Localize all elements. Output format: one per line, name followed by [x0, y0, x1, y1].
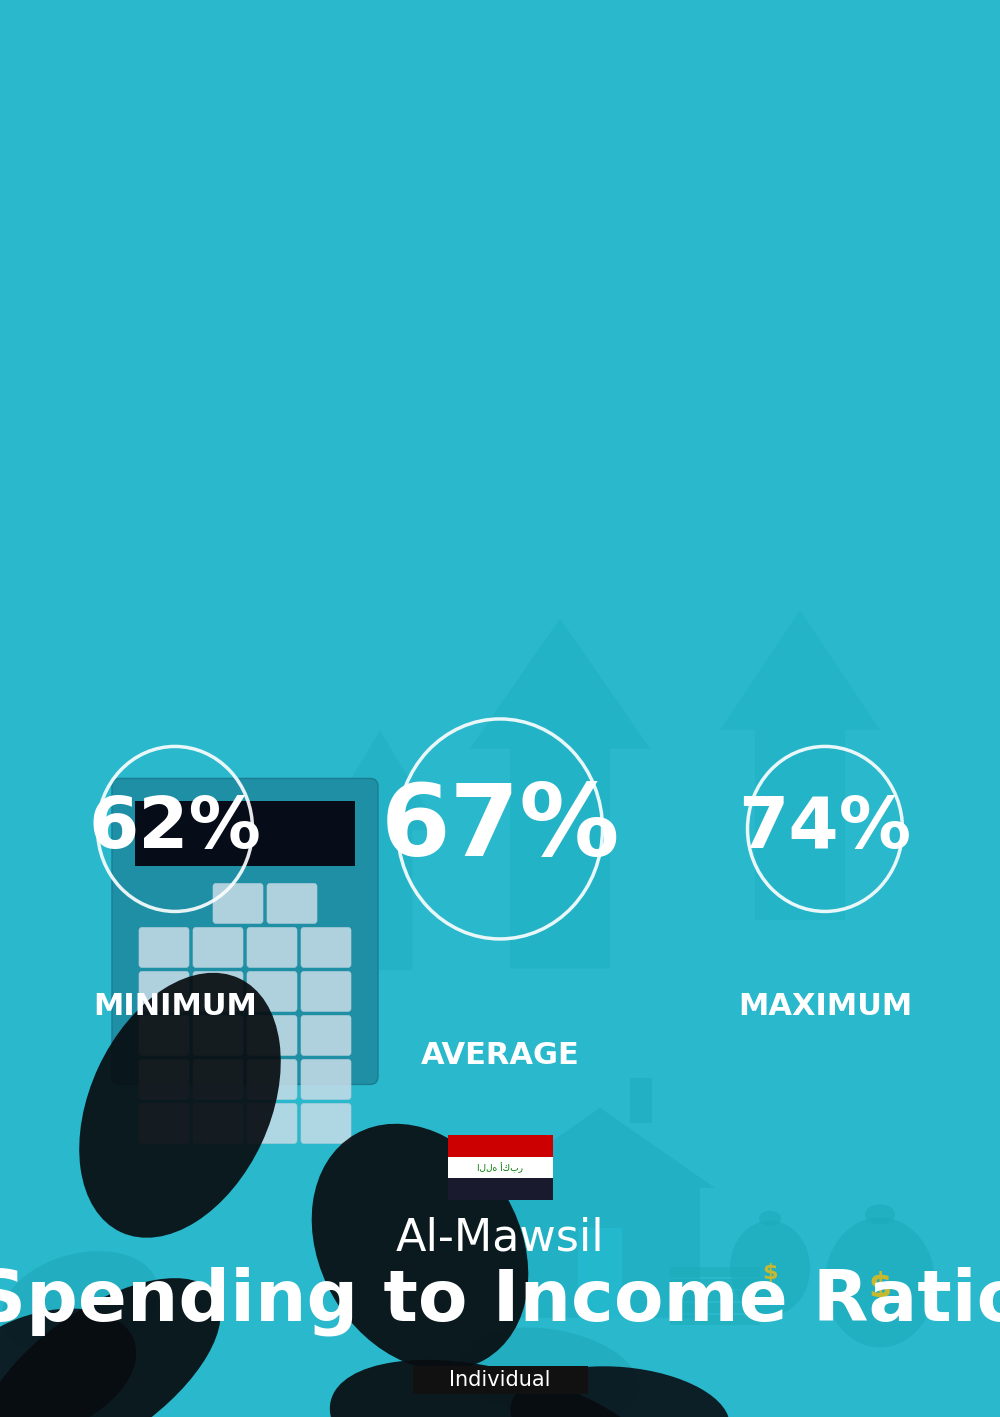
Bar: [670, 1315, 760, 1325]
Ellipse shape: [79, 973, 281, 1237]
FancyBboxPatch shape: [247, 928, 297, 968]
Bar: [448, 1179, 552, 1200]
Bar: [603, 1233, 613, 1312]
Bar: [448, 1156, 552, 1179]
FancyBboxPatch shape: [247, 1104, 297, 1144]
Ellipse shape: [825, 1217, 935, 1348]
Ellipse shape: [312, 1124, 528, 1370]
Ellipse shape: [0, 1308, 136, 1417]
Text: Spending to Income Ratio: Spending to Income Ratio: [0, 1265, 1000, 1336]
Text: Al-Mawsil: Al-Mawsil: [396, 1217, 604, 1260]
FancyBboxPatch shape: [193, 1104, 243, 1144]
Polygon shape: [470, 618, 650, 969]
FancyBboxPatch shape: [139, 972, 189, 1012]
FancyBboxPatch shape: [193, 928, 243, 968]
FancyBboxPatch shape: [301, 972, 351, 1012]
Polygon shape: [485, 1108, 715, 1187]
Bar: [135, 802, 355, 866]
Text: MINIMUM: MINIMUM: [93, 992, 257, 1020]
Bar: [630, 1078, 652, 1122]
Text: الله أكبر: الله أكبر: [477, 1162, 523, 1173]
FancyBboxPatch shape: [301, 1060, 351, 1100]
FancyBboxPatch shape: [301, 1016, 351, 1056]
Ellipse shape: [2, 1251, 158, 1356]
Bar: [500, 1187, 700, 1318]
FancyBboxPatch shape: [267, 883, 317, 924]
Bar: [670, 1302, 760, 1314]
Bar: [670, 1267, 760, 1277]
FancyBboxPatch shape: [112, 778, 378, 1084]
FancyBboxPatch shape: [247, 1060, 297, 1100]
Bar: [578, 1227, 622, 1318]
FancyBboxPatch shape: [139, 928, 189, 968]
Bar: [670, 1291, 760, 1301]
Ellipse shape: [0, 1278, 221, 1417]
Text: 62%: 62%: [89, 795, 261, 863]
FancyBboxPatch shape: [247, 1016, 297, 1056]
Bar: [448, 1135, 552, 1156]
Text: $: $: [868, 1271, 892, 1304]
Text: 74%: 74%: [738, 795, 912, 863]
Ellipse shape: [461, 1328, 639, 1417]
FancyBboxPatch shape: [213, 883, 263, 924]
Ellipse shape: [510, 1366, 730, 1417]
Text: 67%: 67%: [380, 781, 620, 877]
FancyBboxPatch shape: [139, 1016, 189, 1056]
Ellipse shape: [730, 1220, 810, 1316]
FancyBboxPatch shape: [139, 1104, 189, 1144]
Bar: [670, 1280, 760, 1289]
Text: Individual: Individual: [449, 1370, 551, 1390]
FancyBboxPatch shape: [247, 972, 297, 1012]
FancyBboxPatch shape: [193, 972, 243, 1012]
FancyBboxPatch shape: [139, 1060, 189, 1100]
FancyBboxPatch shape: [193, 1060, 243, 1100]
FancyBboxPatch shape: [301, 928, 351, 968]
Bar: [587, 1233, 597, 1312]
Text: $: $: [762, 1263, 778, 1284]
Ellipse shape: [865, 1204, 895, 1224]
Polygon shape: [720, 611, 880, 920]
FancyBboxPatch shape: [413, 1366, 588, 1394]
FancyBboxPatch shape: [193, 1016, 243, 1056]
Ellipse shape: [759, 1210, 781, 1226]
Text: AVERAGE: AVERAGE: [421, 1041, 579, 1070]
Text: MAXIMUM: MAXIMUM: [738, 992, 912, 1020]
FancyBboxPatch shape: [301, 1104, 351, 1144]
Polygon shape: [320, 730, 440, 971]
Ellipse shape: [330, 1360, 670, 1417]
